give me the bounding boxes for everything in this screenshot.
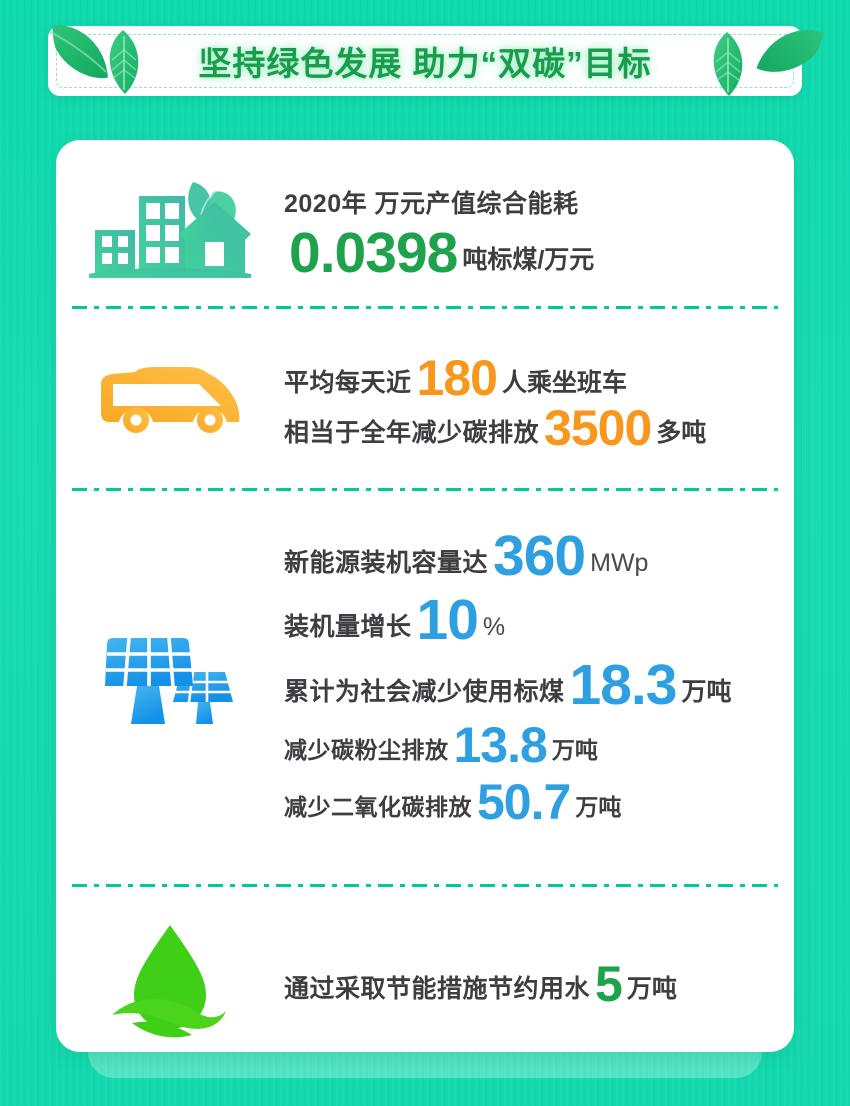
stat-row-new-energy: 新能源装机容量达 360 MWp 装机量增长 10 % 累计为社会减少使用标煤 … — [56, 508, 794, 848]
stat-value: 13.8 — [453, 716, 548, 773]
row-divider — [72, 488, 778, 491]
stat-unit: 人乘坐班车 — [501, 369, 627, 397]
stat-line: 相当于全年减少碳排放 3500 多吨 — [284, 401, 776, 452]
stat-row-energy-consumption: 2020年 万元产值综合能耗 0.0398 吨标煤/万元 — [56, 162, 794, 298]
bus-icon — [101, 367, 240, 433]
building-house-leaf-icon — [89, 182, 251, 278]
icon-cell — [56, 362, 284, 438]
stat-row-water-saving: 通过采取节能措施节约用水 5 万吨 — [56, 906, 794, 1052]
stat-label: 累计为社会减少使用标煤 — [284, 677, 565, 706]
stat-line: 通过采取节能措施节约用水 5 万吨 — [284, 957, 776, 1008]
stat-label: 装机量增长 — [284, 613, 412, 642]
stat-value: 50.7 — [477, 774, 571, 831]
stat-value: 180 — [416, 350, 498, 406]
icon-cell — [56, 630, 284, 726]
header-banner: 坚持绿色发展 助力“双碳”目标 — [48, 25, 824, 96]
row-divider — [72, 884, 778, 887]
page-title: 坚持绿色发展 助力“双碳”目标 — [198, 45, 652, 82]
icon-cell — [56, 174, 284, 286]
stat-unit: 万吨 — [551, 736, 598, 763]
stat-line: 减少二氧化碳排放 50.7 万吨 — [284, 775, 776, 826]
stat-unit: 万吨 — [626, 975, 677, 1003]
icon-cell — [56, 919, 284, 1043]
stat-value: 3500 — [544, 400, 652, 456]
stat-line: 0.0398 吨标煤/万元 — [284, 222, 776, 281]
stat-line: 减少碳粉尘排放 13.8 万吨 — [284, 718, 776, 769]
stat-unit: 吨标煤/万元 — [462, 245, 595, 274]
stat-line: 累计为社会减少使用标煤 18.3 万吨 — [284, 654, 776, 713]
header-card — [48, 26, 802, 96]
stat-label: 减少二氧化碳排放 — [284, 794, 472, 821]
text-cell: 平均每天近 180 人乘坐班车 相当于全年减少碳排放 3500 多吨 — [284, 351, 794, 452]
stat-unit: 万吨 — [575, 794, 622, 821]
stat-unit: MWp — [590, 549, 649, 578]
stat-label: 2020年 万元产值综合能耗 — [284, 189, 579, 218]
text-cell: 2020年 万元产值综合能耗 0.0398 吨标煤/万元 — [284, 184, 794, 282]
stat-label: 相当于全年减少碳排放 — [284, 419, 540, 447]
stat-value: 5 — [595, 956, 623, 1012]
water-drop-leaf-icon — [112, 925, 226, 1038]
stat-value: 10 — [416, 588, 479, 653]
stat-value: 360 — [493, 524, 586, 589]
row-divider — [72, 306, 778, 309]
stat-label: 平均每天近 — [284, 369, 412, 397]
text-cell: 新能源装机容量达 360 MWp 装机量增长 10 % 累计为社会减少使用标煤 … — [284, 525, 794, 830]
stat-line: 平均每天近 180 人乘坐班车 — [284, 351, 776, 402]
stat-line: 新能源装机容量达 360 MWp — [284, 525, 776, 585]
stat-value: 0.0398 — [289, 220, 458, 285]
text-cell: 通过采取节能措施节约用水 5 万吨 — [284, 957, 794, 1008]
stat-label: 减少碳粉尘排放 — [284, 736, 449, 763]
stat-unit: 万吨 — [681, 677, 732, 706]
solar-panel-icon — [105, 637, 233, 724]
stat-line: 2020年 万元产值综合能耗 — [284, 184, 776, 220]
stats-card: 2020年 万元产值综合能耗 0.0398 吨标煤/万元 — [56, 140, 794, 1052]
stat-line: 装机量增长 10 % — [284, 589, 776, 649]
stat-unit: 多吨 — [656, 419, 707, 447]
stat-label: 新能源装机容量达 — [284, 549, 489, 578]
stat-label: 通过采取节能措施节约用水 — [284, 975, 591, 1003]
stat-unit: % — [482, 613, 506, 642]
stat-value: 18.3 — [569, 652, 678, 717]
stat-row-shuttle-bus: 平均每天近 180 人乘坐班车 相当于全年减少碳排放 3500 多吨 — [56, 326, 794, 474]
